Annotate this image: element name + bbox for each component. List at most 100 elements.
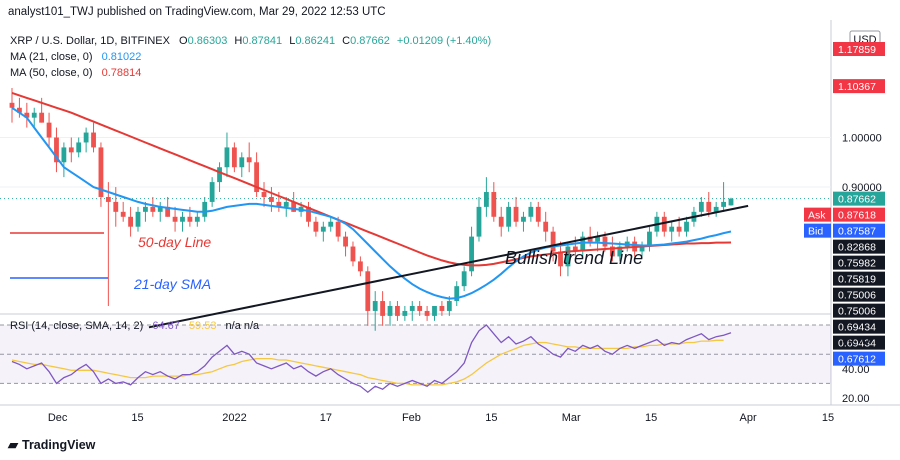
- candle[interactable]: [150, 196, 156, 217]
- candle-body: [684, 221, 689, 232]
- candle[interactable]: [246, 142, 252, 173]
- candle[interactable]: [46, 112, 52, 148]
- price-label-bg: [833, 79, 885, 94]
- candle[interactable]: [209, 177, 215, 207]
- candle-body: [261, 192, 267, 197]
- candle[interactable]: [483, 177, 489, 217]
- candle[interactable]: [83, 127, 89, 153]
- candle[interactable]: [239, 152, 245, 178]
- candle[interactable]: [417, 301, 423, 316]
- candle[interactable]: [224, 132, 230, 178]
- candle[interactable]: [320, 221, 326, 242]
- candle[interactable]: [31, 107, 37, 128]
- candle[interactable]: [350, 241, 356, 267]
- candles[interactable]: [9, 87, 734, 331]
- candle[interactable]: [328, 216, 334, 232]
- candle[interactable]: [639, 241, 645, 257]
- candle[interactable]: [98, 142, 104, 207]
- candle[interactable]: [143, 201, 148, 222]
- candle[interactable]: [135, 206, 141, 232]
- candle[interactable]: [165, 196, 171, 217]
- candle[interactable]: [506, 201, 512, 232]
- candle[interactable]: [461, 266, 467, 292]
- candle[interactable]: [269, 187, 274, 212]
- candle[interactable]: [439, 301, 445, 316]
- footer: ▰ TradingView: [8, 437, 95, 453]
- candle-body: [713, 206, 719, 212]
- candle-body: [239, 157, 245, 168]
- candle[interactable]: [380, 291, 386, 326]
- candle[interactable]: [387, 301, 393, 326]
- candle[interactable]: [313, 216, 319, 237]
- candle[interactable]: [535, 201, 541, 227]
- bullish-trend-line[interactable]: [148, 204, 749, 329]
- candle[interactable]: [454, 281, 460, 306]
- candle[interactable]: [424, 305, 430, 321]
- candle[interactable]: [24, 102, 30, 128]
- candle[interactable]: [357, 256, 363, 277]
- candle[interactable]: [543, 211, 549, 242]
- candle[interactable]: [172, 206, 178, 232]
- candle-body: [602, 236, 608, 247]
- candle[interactable]: [565, 241, 571, 277]
- candle[interactable]: [661, 211, 667, 237]
- rsi-tick: 20.00: [842, 393, 870, 405]
- candle[interactable]: [254, 152, 260, 197]
- candle[interactable]: [595, 231, 600, 252]
- candle[interactable]: [432, 305, 437, 321]
- price-label-bg: [833, 42, 885, 56]
- candle[interactable]: [217, 162, 222, 193]
- moving-averages: [11, 91, 732, 300]
- candle[interactable]: [558, 241, 563, 277]
- candle[interactable]: [713, 201, 719, 217]
- candle[interactable]: [76, 137, 82, 158]
- candle[interactable]: [469, 226, 474, 277]
- candle[interactable]: [180, 211, 185, 232]
- candle[interactable]: [194, 211, 200, 227]
- candle[interactable]: [647, 226, 652, 252]
- candle[interactable]: [550, 226, 556, 262]
- candle[interactable]: [728, 197, 734, 206]
- candle[interactable]: [120, 201, 126, 222]
- candle[interactable]: [669, 221, 675, 242]
- candle[interactable]: [498, 206, 504, 237]
- candle[interactable]: [343, 231, 348, 257]
- candle-body: [521, 216, 526, 222]
- candle[interactable]: [231, 142, 237, 173]
- candle[interactable]: [105, 182, 111, 306]
- candle[interactable]: [476, 196, 482, 242]
- candle[interactable]: [698, 196, 704, 217]
- price-label-bg: [833, 319, 885, 334]
- candle-body: [17, 107, 22, 113]
- price-label-bg: [833, 287, 885, 302]
- candle[interactable]: [409, 301, 415, 321]
- candle[interactable]: [395, 301, 400, 321]
- candle[interactable]: [306, 201, 311, 227]
- candle[interactable]: [684, 216, 689, 237]
- candle[interactable]: [706, 192, 712, 217]
- candle[interactable]: [91, 122, 96, 153]
- candle[interactable]: [580, 231, 586, 257]
- candle[interactable]: [521, 211, 526, 232]
- candle[interactable]: [17, 97, 22, 118]
- candle[interactable]: [721, 182, 726, 212]
- candle[interactable]: [513, 196, 519, 227]
- candle[interactable]: [491, 182, 497, 222]
- legend-ma21-label: MA (21, close, 0): [10, 51, 93, 63]
- candle[interactable]: [372, 291, 378, 331]
- candle[interactable]: [54, 127, 59, 173]
- candle[interactable]: [68, 137, 74, 163]
- candle[interactable]: [283, 196, 289, 217]
- candle[interactable]: [365, 266, 371, 326]
- candle-body: [269, 196, 274, 202]
- candle[interactable]: [202, 196, 208, 222]
- annotation-bullish-trend-line: Bullish trend Line: [505, 248, 643, 268]
- candle[interactable]: [261, 182, 267, 207]
- candle[interactable]: [128, 206, 134, 237]
- candle[interactable]: [528, 201, 534, 222]
- candle[interactable]: [402, 305, 408, 321]
- candle[interactable]: [61, 142, 67, 178]
- ma21-line: [11, 106, 732, 300]
- candle[interactable]: [157, 201, 163, 222]
